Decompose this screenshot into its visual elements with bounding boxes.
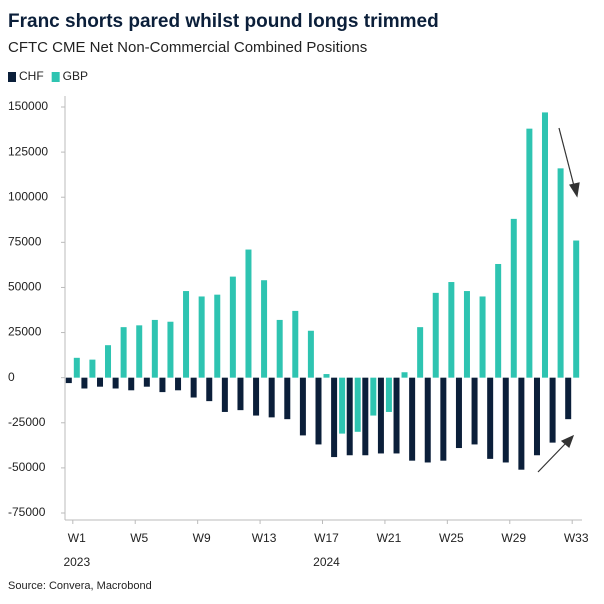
bar	[268, 377, 275, 418]
bar	[81, 377, 88, 389]
source: Source: Convera, Macrobond	[8, 580, 152, 592]
bar	[409, 377, 416, 461]
bar	[229, 276, 236, 378]
chart-subtitle: CFTC CME Net Non-Commercial Combined Pos…	[8, 39, 367, 56]
bar	[370, 377, 377, 416]
bar	[105, 345, 112, 378]
bar	[417, 327, 424, 378]
bar	[245, 249, 252, 378]
bar	[221, 377, 228, 412]
bar	[557, 168, 564, 378]
bar	[385, 377, 392, 412]
y-tick-label: 100000	[8, 189, 48, 203]
x-tick-label: W9	[193, 531, 211, 545]
bar	[362, 377, 369, 456]
legend-label: CHF	[19, 69, 44, 83]
bar	[346, 377, 353, 456]
bar	[487, 377, 494, 459]
bar	[518, 377, 525, 470]
bar	[331, 377, 338, 458]
bar	[292, 310, 299, 378]
bar	[440, 377, 447, 461]
bar	[307, 330, 314, 378]
bar	[471, 377, 478, 445]
legend-swatch	[8, 72, 16, 82]
bar	[565, 377, 572, 420]
bar	[510, 218, 517, 378]
x-tick-label: W29	[501, 531, 526, 545]
bar	[424, 377, 431, 463]
y-tick-label: 125000	[8, 144, 48, 158]
bar	[354, 377, 361, 432]
bar	[432, 292, 439, 378]
bar	[89, 359, 96, 378]
bar	[112, 377, 119, 389]
bar	[479, 296, 486, 378]
chart-title: Franc shorts pared whilst pound longs tr…	[8, 11, 439, 32]
bar	[214, 294, 221, 378]
bar	[315, 377, 322, 445]
bar	[261, 280, 268, 378]
bar	[253, 377, 260, 416]
bar	[495, 263, 502, 378]
bar	[183, 291, 190, 378]
bar	[136, 325, 143, 378]
x-tick-label: W13	[252, 531, 277, 545]
year-label: 2024	[313, 555, 340, 569]
bar	[73, 357, 80, 378]
bar	[533, 377, 540, 456]
bar	[549, 377, 556, 443]
year-label: 2023	[63, 555, 90, 569]
y-tick-label: 25000	[8, 325, 42, 339]
x-tick-label: W21	[377, 531, 402, 545]
bar	[284, 377, 291, 420]
legend-swatch	[51, 72, 60, 82]
y-tick-label: 50000	[8, 280, 42, 294]
bar	[448, 282, 455, 378]
bar	[65, 377, 72, 384]
bar	[143, 377, 150, 387]
bar	[120, 327, 127, 378]
bar	[526, 128, 533, 378]
bar	[167, 321, 174, 378]
bar	[97, 377, 104, 387]
bar	[190, 377, 197, 398]
x-tick-label: W1	[68, 531, 86, 545]
bar	[151, 319, 158, 378]
arrows	[537, 127, 580, 473]
bar	[541, 112, 548, 378]
bar	[455, 377, 462, 449]
bar	[159, 377, 166, 393]
bar	[237, 377, 244, 411]
bar	[393, 377, 400, 454]
bar	[377, 377, 384, 454]
bar	[128, 377, 135, 391]
x-tick-label: W17	[314, 531, 339, 545]
bar	[323, 374, 330, 378]
x-tick-label: W5	[130, 531, 148, 545]
x-tick-label: W25	[439, 531, 464, 545]
bar	[339, 377, 346, 434]
bar	[401, 372, 408, 378]
y-tick-label: -25000	[8, 415, 46, 429]
x-tick-label: W33	[564, 531, 589, 545]
y-tick-label: 0	[8, 370, 15, 384]
y-tick-label: -50000	[8, 460, 46, 474]
bar	[299, 377, 306, 436]
bar	[198, 296, 205, 378]
y-tick-label: 150000	[8, 99, 48, 113]
y-tick-label: -75000	[8, 505, 46, 519]
y-tick-label: 75000	[8, 235, 42, 249]
bar	[175, 377, 182, 391]
legend-label: GBP	[63, 69, 88, 83]
bar	[276, 319, 283, 378]
bar	[206, 377, 213, 402]
bar	[502, 377, 509, 463]
bar	[463, 291, 470, 378]
bar	[573, 240, 580, 378]
